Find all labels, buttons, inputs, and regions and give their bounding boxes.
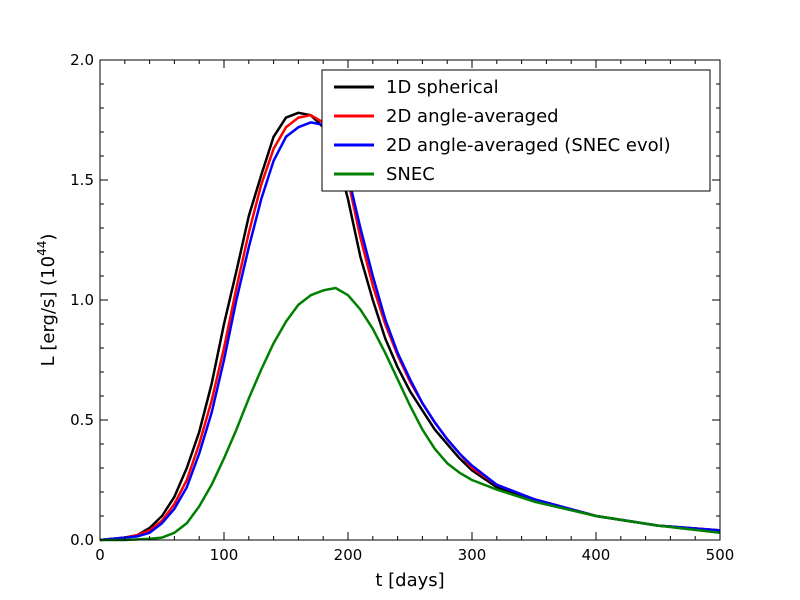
series-line-4 [100,286,721,542]
y-axis-label-exponent: 44 [35,241,49,256]
legend: 1D spherical 2D angle-averaged 2D angle-av… [321,69,711,192]
y-axis-label: L [erg/s] (1044) [35,234,59,367]
x-tick-label: 100 [210,546,239,564]
legend-box [321,69,711,192]
x-tick-label: 0 [95,546,105,564]
y-tick-label: 0.0 [70,531,94,549]
x-tick-label: 200 [334,546,363,564]
legend-label-1: 1D spherical [386,77,499,98]
y-axis-label-main: L [erg/s] (10 [38,256,59,366]
legend-label-3: 2D angle-averaged (SNEC evol) [386,135,671,156]
y-tick-label: 2.0 [70,51,94,69]
y-tick-label: 1.5 [70,171,94,189]
y-tick-label: 0.5 [70,411,94,429]
x-tick-label: 500 [706,546,735,564]
x-tick-label: 300 [458,546,487,564]
y-tick-label: 1.0 [70,291,94,309]
ticks-layer: 0 100 200 300 400 500 0.0 0.5 1.0 1.5 2.0 [70,51,734,564]
legend-items: 1D spherical 2D angle-averaged 2D angle-av… [334,77,671,185]
legend-label-2: 2D angle-averaged [386,106,559,127]
x-axis-label: t [days] [375,570,444,591]
x-tick-label: 400 [582,546,611,564]
y-axis-label-close: ) [38,234,59,241]
legend-label-4: SNEC [386,164,435,185]
